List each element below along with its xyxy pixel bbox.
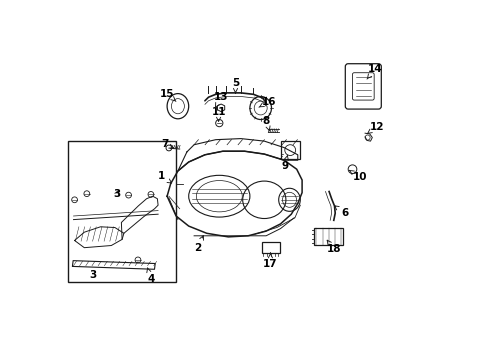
Text: 15: 15: [160, 89, 176, 102]
Text: 18: 18: [326, 240, 340, 254]
Bar: [313, 228, 343, 245]
Text: 7: 7: [161, 139, 173, 149]
Text: 2: 2: [194, 236, 203, 253]
Text: 6: 6: [334, 206, 347, 218]
Bar: [261, 242, 279, 253]
Text: 8: 8: [262, 116, 269, 131]
Text: 12: 12: [366, 122, 384, 134]
Text: 3: 3: [113, 189, 120, 199]
Text: 5: 5: [231, 78, 239, 93]
Text: 9: 9: [281, 155, 288, 171]
Text: 10: 10: [349, 170, 366, 182]
Text: 3: 3: [89, 270, 97, 280]
Text: 16: 16: [259, 96, 276, 107]
Bar: [68, 141, 176, 282]
Text: 4: 4: [146, 268, 154, 284]
Text: 17: 17: [263, 253, 277, 269]
Text: 14: 14: [366, 64, 381, 79]
Text: 1: 1: [158, 171, 171, 183]
Text: 13: 13: [213, 92, 228, 108]
Text: 11: 11: [211, 107, 225, 121]
